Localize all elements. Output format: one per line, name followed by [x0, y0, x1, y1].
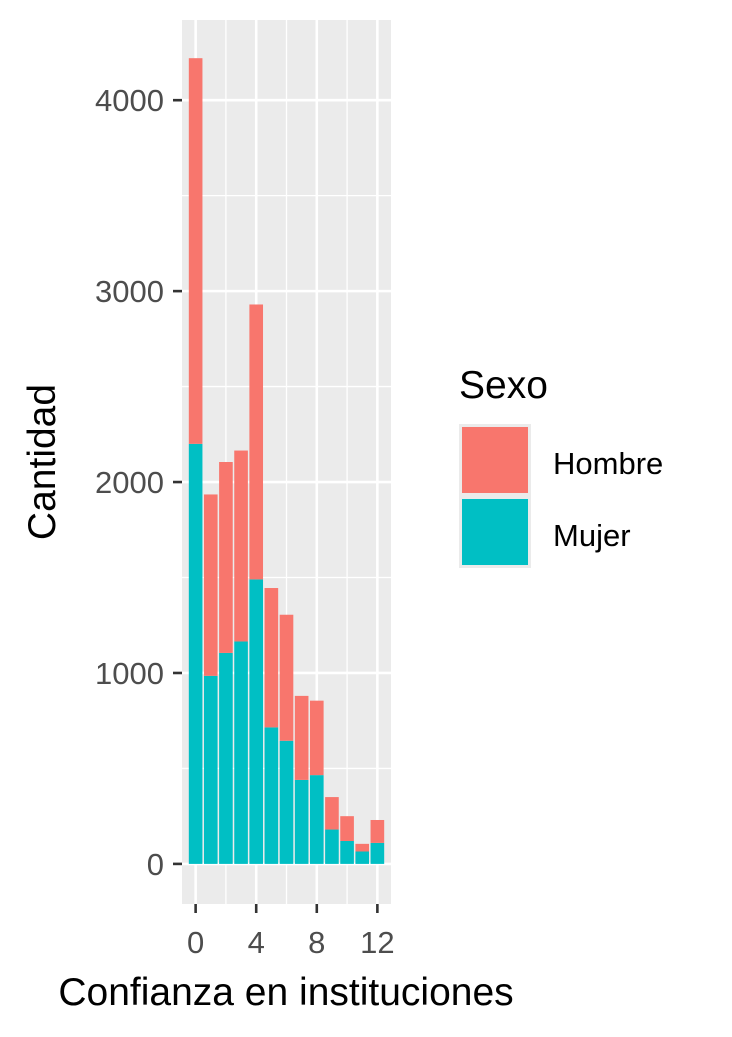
legend-title: Sexo — [459, 364, 548, 407]
y-tick-label: 0 — [147, 847, 164, 882]
bar-hombre — [309, 700, 324, 776]
x-tick-label: 4 — [248, 925, 265, 960]
bars — [188, 58, 385, 864]
y-axis-title: Cantidad — [21, 384, 64, 540]
bar-hombre — [340, 816, 354, 841]
bar-hombre — [188, 58, 203, 444]
y-tick-label: 2000 — [95, 465, 164, 500]
bar-mujer — [203, 675, 218, 864]
bar-mujer — [219, 652, 233, 864]
bar-mujer — [294, 779, 309, 864]
bar-hombre — [370, 819, 385, 843]
y-tick-label: 3000 — [95, 274, 164, 309]
bar-mujer — [340, 840, 354, 864]
x-axis: 0 4 8 12 — [187, 904, 395, 960]
bar-hombre — [325, 797, 339, 830]
x-tick-label: 0 — [187, 925, 204, 960]
legend-swatch-hombre — [462, 427, 528, 493]
bar-mujer — [309, 775, 324, 864]
legend-label-hombre: Hombre — [553, 446, 663, 481]
bar-mujer — [325, 829, 339, 864]
bar-hombre — [219, 462, 233, 653]
bar-mujer — [264, 727, 279, 864]
bar-hombre — [294, 695, 309, 780]
bar-mujer — [370, 842, 385, 864]
legend-label-mujer: Mujer — [553, 518, 631, 553]
bar-hombre — [355, 843, 370, 852]
legend-swatch-mujer — [462, 499, 528, 565]
y-tick-label: 4000 — [95, 83, 164, 118]
x-axis-title: Confianza en instituciones — [58, 971, 513, 1014]
bar-hombre — [203, 494, 218, 676]
bar-mujer — [355, 851, 370, 864]
y-axis: 0 1000 2000 3000 4000 — [95, 83, 182, 882]
bar-mujer — [188, 443, 203, 864]
bar-hombre — [249, 304, 264, 580]
bar-mujer — [249, 579, 264, 864]
x-tick-label: 8 — [308, 925, 325, 960]
bar-mujer — [234, 641, 248, 864]
y-tick-label: 1000 — [95, 656, 164, 691]
bar-hombre — [264, 588, 279, 728]
bar-hombre — [279, 614, 294, 741]
bar-mujer — [279, 740, 294, 864]
bar-hombre — [234, 450, 248, 642]
x-tick-label: 12 — [360, 925, 394, 960]
legend: Sexo Hombre Mujer — [459, 364, 663, 568]
